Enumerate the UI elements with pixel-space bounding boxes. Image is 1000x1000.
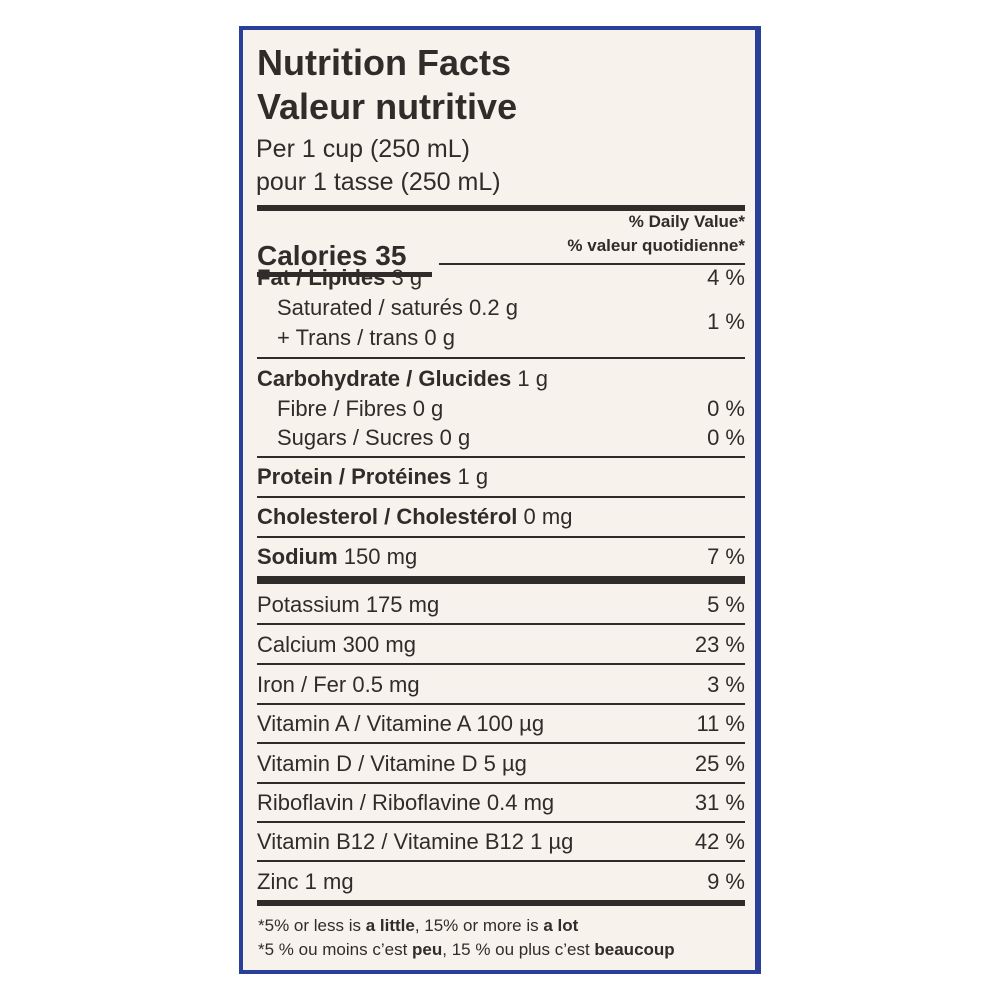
micro-row-riboflavin: Riboflavin / Riboflavine 0.4 mg 31 % bbox=[257, 788, 745, 818]
sat-trans-dv-row: 1 % bbox=[257, 307, 745, 337]
cholesterol-label-group: Cholesterol / Cholestérol 0 mg bbox=[257, 502, 572, 532]
saturated-label: Saturated / saturés 0.2 g bbox=[277, 295, 518, 320]
sodium-label: Sodium bbox=[257, 544, 338, 569]
daily-value-heading-french: % valeur quotidienne* bbox=[567, 236, 745, 255]
title-french: Valeur nutritive bbox=[257, 86, 518, 127]
micro-daily-value: 42 % bbox=[694, 829, 745, 854]
divider-potassium bbox=[257, 623, 745, 625]
sodium-daily-value: 7 % bbox=[707, 544, 745, 569]
micro-row-iron: Iron / Fer 0.5 mg 3 % bbox=[257, 670, 745, 700]
footnote-english-part: *5% or less is bbox=[258, 916, 366, 935]
sodium-label-group: Sodium 150 mg bbox=[257, 542, 417, 572]
calories-divider bbox=[439, 263, 745, 265]
saturated-trans-daily-value: 1 % bbox=[707, 309, 745, 334]
fat-amount: 3 g bbox=[391, 265, 423, 290]
cholesterol-amount: 0 mg bbox=[523, 504, 573, 529]
micro-label: Vitamin B12 / Vitamine B12 1 µg bbox=[257, 829, 574, 854]
calories-underline bbox=[257, 272, 432, 277]
nutrition-facts-label: Nutrition Facts Valeur nutritive Per 1 c… bbox=[243, 30, 755, 970]
fibre-row: Fibre / Fibres 0 g 0 % bbox=[257, 394, 745, 424]
thick-divider bbox=[257, 576, 745, 584]
daily-value-heading-english: % Daily Value* bbox=[628, 212, 745, 231]
sugars-label: Sugars / Sucres 0 g bbox=[277, 425, 471, 450]
micro-row-vitamin-b12: Vitamin B12 / Vitamine B12 1 µg 42 % bbox=[257, 827, 745, 857]
sodium-amount: 150 mg bbox=[343, 544, 418, 569]
micro-daily-value: 11 % bbox=[696, 711, 745, 736]
protein-label: Protein / Protéines bbox=[257, 464, 452, 489]
micro-label: Zinc 1 mg bbox=[257, 869, 354, 894]
divider-vitamin-d bbox=[257, 782, 745, 784]
fibre-label: Fibre / Fibres 0 g bbox=[277, 396, 444, 421]
footnote-english-bold: a little bbox=[365, 916, 415, 935]
footnote-english-part: , 15% or more is bbox=[414, 916, 544, 935]
trans-row: + Trans / trans 0 g bbox=[257, 323, 745, 353]
fat-label-group: Fat / Lipides 3 g bbox=[257, 263, 422, 293]
divider-cholesterol bbox=[257, 536, 745, 538]
carbohydrate-row: Carbohydrate / Glucides 1 g bbox=[257, 364, 745, 394]
micro-label: Vitamin A / Vitamine A 100 µg bbox=[257, 711, 545, 736]
micro-daily-value: 5 % bbox=[707, 592, 745, 617]
divider-calcium bbox=[257, 663, 745, 665]
micro-row-vitamin-d: Vitamin D / Vitamine D 5 µg 25 % bbox=[257, 749, 745, 779]
micro-row-potassium: Potassium 175 mg 5 % bbox=[257, 590, 745, 620]
divider-protein bbox=[257, 496, 745, 498]
carbohydrate-amount: 1 g bbox=[517, 366, 549, 391]
micro-row-vitamin-a: Vitamin A / Vitamine A 100 µg 11 % bbox=[257, 709, 745, 739]
micro-row-calcium: Calcium 300 mg 23 % bbox=[257, 630, 745, 660]
micro-daily-value: 9 % bbox=[707, 869, 745, 894]
divider-iron bbox=[257, 703, 745, 705]
footnote-french-bold: beaucoup bbox=[594, 940, 675, 959]
cholesterol-label: Cholesterol / Cholestérol bbox=[257, 504, 518, 529]
micro-daily-value: 31 % bbox=[694, 790, 745, 815]
cholesterol-row: Cholesterol / Cholestérol 0 mg bbox=[257, 502, 745, 532]
calories-label: Calories 35 bbox=[257, 240, 407, 271]
fat-label: Fat / Lipides bbox=[257, 265, 386, 290]
divider-fat bbox=[257, 357, 745, 359]
carbohydrate-label: Carbohydrate / Glucides bbox=[257, 366, 512, 391]
micro-daily-value: 3 % bbox=[707, 672, 745, 697]
micro-label: Riboflavin / Riboflavine 0.4 mg bbox=[257, 790, 555, 815]
footnote-french-bold: peu bbox=[412, 940, 443, 959]
protein-amount: 1 g bbox=[457, 464, 489, 489]
fibre-daily-value: 0 % bbox=[707, 396, 745, 421]
footnote-french: *5 % ou moins c’est peu, 15 % ou plus c’… bbox=[258, 941, 675, 958]
sugars-daily-value: 0 % bbox=[707, 425, 745, 450]
sugars-row: Sugars / Sucres 0 g 0 % bbox=[257, 423, 745, 453]
micro-label: Calcium 300 mg bbox=[257, 632, 416, 657]
footnote-french-part: *5 % ou moins c’est bbox=[258, 940, 413, 959]
carbohydrate-label-group: Carbohydrate / Glucides 1 g bbox=[257, 364, 548, 394]
micro-daily-value: 23 % bbox=[694, 632, 745, 657]
title-english: Nutrition Facts bbox=[257, 42, 512, 83]
micro-row-zinc: Zinc 1 mg 9 % bbox=[257, 867, 745, 897]
footnote-english: *5% or less is a little, 15% or more is … bbox=[258, 917, 578, 934]
serving-size-english: Per 1 cup (250 mL) bbox=[256, 135, 470, 163]
divider-vitamin-a bbox=[257, 742, 745, 744]
micro-daily-value: 25 % bbox=[694, 751, 745, 776]
protein-label-group: Protein / Protéines 1 g bbox=[257, 462, 488, 492]
footnote-english-bold: a lot bbox=[543, 916, 579, 935]
saturated-row: Saturated / saturés 0.2 g bbox=[257, 293, 745, 323]
micro-label: Potassium 175 mg bbox=[257, 592, 440, 617]
micro-label: Iron / Fer 0.5 mg bbox=[257, 672, 420, 697]
footnote-divider bbox=[257, 900, 745, 906]
serving-divider bbox=[257, 205, 745, 211]
micro-label: Vitamin D / Vitamine D 5 µg bbox=[257, 751, 527, 776]
sodium-row: Sodium 150 mg 7 % bbox=[257, 542, 745, 572]
protein-row: Protein / Protéines 1 g bbox=[257, 462, 745, 492]
divider-vitamin-b12 bbox=[257, 860, 745, 862]
divider-riboflavin bbox=[257, 821, 745, 823]
fat-daily-value: 4 % bbox=[707, 265, 745, 290]
divider-carbohydrate bbox=[257, 456, 745, 458]
footnote-french-part: , 15 % ou plus c’est bbox=[442, 940, 595, 959]
fat-row: Fat / Lipides 3 g 4 % bbox=[257, 263, 745, 293]
serving-size-french: pour 1 tasse (250 mL) bbox=[256, 168, 501, 196]
trans-label: + Trans / trans 0 g bbox=[277, 325, 455, 350]
